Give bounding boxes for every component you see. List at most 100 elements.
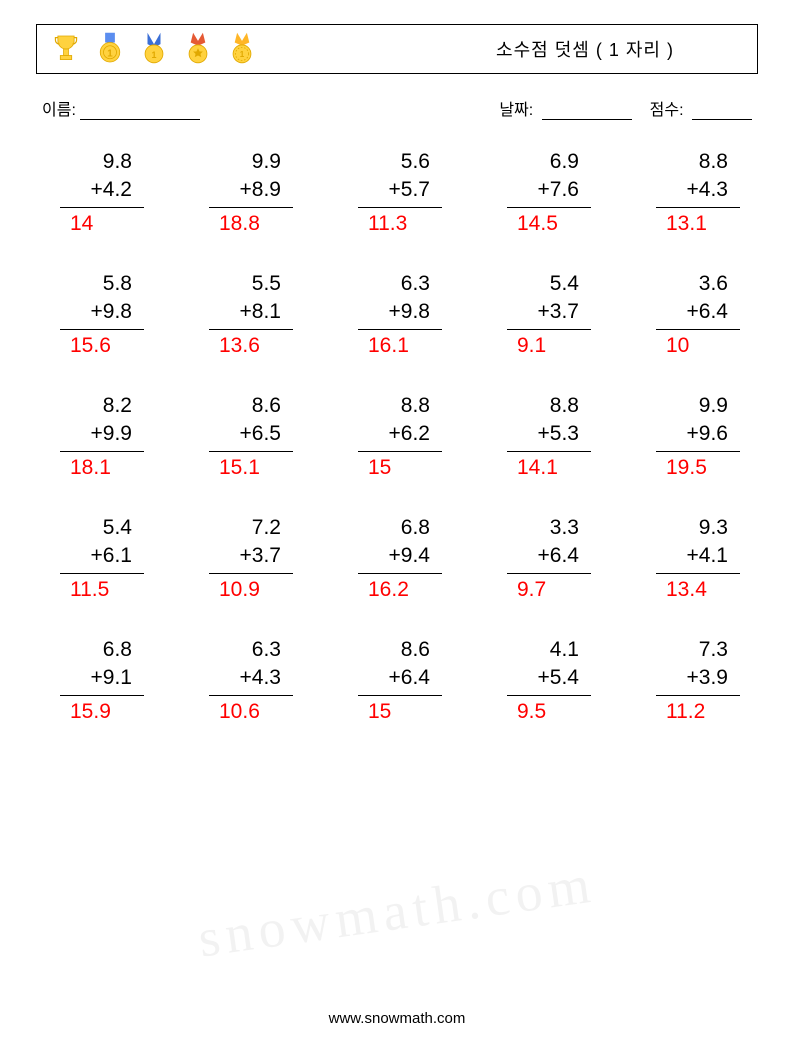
operand-a: 7.2 <box>193 514 303 542</box>
problem-row: 8.2+9.918.18.6+6.515.18.8+6.2158.8+5.314… <box>44 392 750 482</box>
operand-a: 9.9 <box>640 392 750 420</box>
operand-b: +9.4 <box>342 542 452 570</box>
answer: 16.2 <box>342 576 452 604</box>
operand-b: +4.3 <box>193 664 303 692</box>
worksheet-page: 1 1 1 소수점 덧셈 ( 1 자리 ) 이름: 날짜: 점수: <box>0 0 794 1053</box>
problem-bar <box>507 573 591 574</box>
addition-problem: 5.6+5.711.3 <box>342 148 452 238</box>
name-blank[interactable] <box>80 102 200 120</box>
problem-bar <box>507 329 591 330</box>
operand-a: 5.8 <box>44 270 154 298</box>
svg-text:1: 1 <box>152 50 157 60</box>
operand-a: 8.8 <box>491 392 601 420</box>
medal-round-icon: 1 <box>227 30 257 68</box>
operand-a: 8.6 <box>193 392 303 420</box>
operand-b: +6.2 <box>342 420 452 448</box>
problem-bar <box>209 207 293 208</box>
addition-problem: 9.9+8.918.8 <box>193 148 303 238</box>
operand-b: +6.4 <box>491 542 601 570</box>
header: 1 1 1 소수점 덧셈 ( 1 자리 ) <box>36 24 758 74</box>
addition-problem: 3.6+6.410 <box>640 270 750 360</box>
operand-b: +4.1 <box>640 542 750 570</box>
date-blank[interactable] <box>542 102 632 120</box>
problem-bar <box>209 695 293 696</box>
problem-bar <box>507 695 591 696</box>
operand-a: 8.2 <box>44 392 154 420</box>
operand-a: 3.6 <box>640 270 750 298</box>
operand-a: 6.8 <box>342 514 452 542</box>
operand-b: +9.8 <box>44 298 154 326</box>
problem-row: 5.4+6.111.57.2+3.710.96.8+9.416.23.3+6.4… <box>44 514 750 604</box>
operand-b: +9.6 <box>640 420 750 448</box>
answer: 15.6 <box>44 332 154 360</box>
operand-b: +7.6 <box>491 176 601 204</box>
operand-a: 5.4 <box>491 270 601 298</box>
operand-b: +5.3 <box>491 420 601 448</box>
operand-a: 9.9 <box>193 148 303 176</box>
problem-bar <box>209 329 293 330</box>
answer: 18.1 <box>44 454 154 482</box>
operand-b: +8.1 <box>193 298 303 326</box>
operand-a: 8.6 <box>342 636 452 664</box>
answer: 14.5 <box>491 210 601 238</box>
answer: 10 <box>640 332 750 360</box>
operand-a: 8.8 <box>640 148 750 176</box>
addition-problem: 5.8+9.8 15.6 <box>44 270 154 360</box>
problem-bar <box>358 573 442 574</box>
answer: 10.6 <box>193 698 303 726</box>
answer: 13.6 <box>193 332 303 360</box>
addition-problem: 8.8+4.3 13.1 <box>640 148 750 238</box>
operand-b: +6.5 <box>193 420 303 448</box>
problem-row: 5.8+9.815.65.5+8.113.66.3+9.816.15.4+3.7… <box>44 270 750 360</box>
svg-text:1: 1 <box>107 48 113 59</box>
addition-problem: 4.1+5.49.5 <box>491 636 601 726</box>
operand-a: 8.8 <box>342 392 452 420</box>
answer: 11.5 <box>44 576 154 604</box>
answer: 14 <box>44 210 154 238</box>
operand-b: +3.7 <box>491 298 601 326</box>
addition-problem: 6.8+9.4 16.2 <box>342 514 452 604</box>
answer: 14.1 <box>491 454 601 482</box>
addition-problem: 8.6+6.415 <box>342 636 452 726</box>
problem-bar <box>358 695 442 696</box>
addition-problem: 6.8+9.115.9 <box>44 636 154 726</box>
addition-problem: 3.3+6.49.7 <box>491 514 601 604</box>
addition-problem: 9.9+9.6 19.5 <box>640 392 750 482</box>
problem-bar <box>656 451 740 452</box>
medal-star-icon <box>183 30 213 68</box>
operand-a: 5.5 <box>193 270 303 298</box>
name-field: 이름: <box>42 96 499 120</box>
answer: 15.9 <box>44 698 154 726</box>
problem-bar <box>358 207 442 208</box>
problem-bar <box>209 573 293 574</box>
addition-problem: 7.3+3.911.2 <box>640 636 750 726</box>
problem-bar <box>507 207 591 208</box>
score-field: 점수: <box>650 96 752 120</box>
date-field: 날짜: <box>499 96 631 120</box>
score-blank[interactable] <box>692 102 752 120</box>
operand-a: 3.3 <box>491 514 601 542</box>
addition-problem: 5.5+8.1 13.6 <box>193 270 303 360</box>
watermark: snowmath.com <box>194 852 599 969</box>
answer: 15.1 <box>193 454 303 482</box>
operand-b: +4.3 <box>640 176 750 204</box>
medal-ribbon-icon: 1 <box>139 30 169 68</box>
operand-b: +6.1 <box>44 542 154 570</box>
problem-bar <box>60 695 144 696</box>
operand-b: +9.1 <box>44 664 154 692</box>
answer: 10.9 <box>193 576 303 604</box>
answer: 15 <box>342 698 452 726</box>
footer-url: www.snowmath.com <box>0 1010 794 1027</box>
operand-a: 6.9 <box>491 148 601 176</box>
problems-grid: 9.8+4.214 9.9+8.918.8 5.6+5.711.3 6.9+7.6 14… <box>36 148 758 726</box>
answer: 11.2 <box>640 698 750 726</box>
problem-bar <box>656 329 740 330</box>
problem-bar <box>358 451 442 452</box>
answer: 9.1 <box>491 332 601 360</box>
name-label: 이름: <box>42 96 76 120</box>
addition-problem: 9.8+4.214 <box>44 148 154 238</box>
answer: 13.1 <box>640 210 750 238</box>
answer: 15 <box>342 454 452 482</box>
addition-problem: 6.3+4.310.6 <box>193 636 303 726</box>
answer: 19.5 <box>640 454 750 482</box>
